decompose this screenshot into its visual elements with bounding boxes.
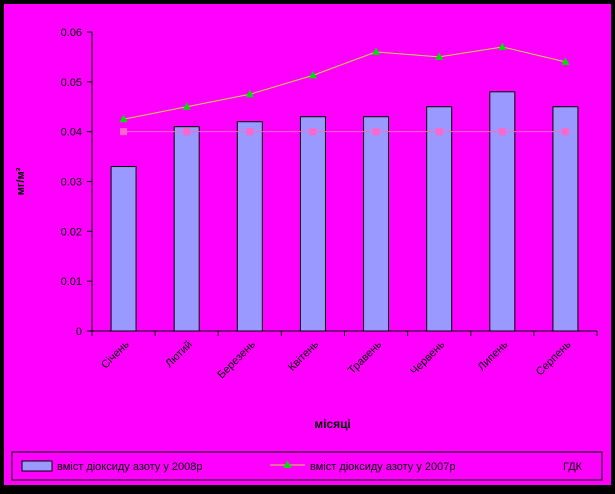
point-2007 (245, 89, 254, 98)
legend-swatch-2008 (21, 460, 53, 472)
bar-2008 (489, 91, 516, 332)
legend-label-gdk: ГДК (563, 461, 583, 473)
point-2007 (498, 42, 507, 50)
bar-2008 (363, 116, 390, 332)
y-tick-label: 0 (76, 326, 82, 338)
point-gdk (372, 128, 380, 136)
y-tick-label: 0.05 (61, 77, 82, 89)
y-tick-label: 0.06 (61, 27, 82, 39)
legend-box (11, 451, 603, 481)
point-gdk (498, 128, 506, 136)
point-gdk (183, 128, 191, 136)
point-2007 (182, 102, 191, 110)
legend-label-2008: вміст діоксиду азоту у 2008р (57, 461, 203, 473)
bar-2008 (426, 106, 453, 332)
x-axis-title: місяці (314, 417, 351, 431)
legend-label-2007: вміст діоксиду азоту у 2007р (310, 461, 456, 473)
bar-2008 (173, 126, 200, 332)
y-tick-label: 0.03 (61, 177, 82, 189)
point-2007 (561, 57, 570, 65)
bar-2008 (299, 116, 326, 332)
series-line-2007 (123, 46, 566, 120)
point-gdk (309, 128, 317, 136)
point-gdk (120, 128, 128, 136)
point-gdk (246, 128, 254, 136)
bar-2008 (552, 106, 579, 332)
y-tick-label: 0.01 (61, 276, 82, 288)
y-tick-label: 0.02 (61, 226, 82, 238)
bar-2008 (236, 121, 263, 332)
y-tick-label: 0.04 (61, 127, 82, 139)
point-gdk (561, 128, 569, 136)
point-gdk (435, 128, 443, 136)
bar-2008 (110, 166, 137, 332)
point-2007 (435, 52, 444, 60)
point-2007 (308, 70, 317, 79)
point-2007 (119, 114, 128, 123)
legend-marker-2007 (283, 460, 292, 468)
y-axis-title: мг/м³ (15, 167, 27, 195)
point-2007 (372, 47, 381, 55)
